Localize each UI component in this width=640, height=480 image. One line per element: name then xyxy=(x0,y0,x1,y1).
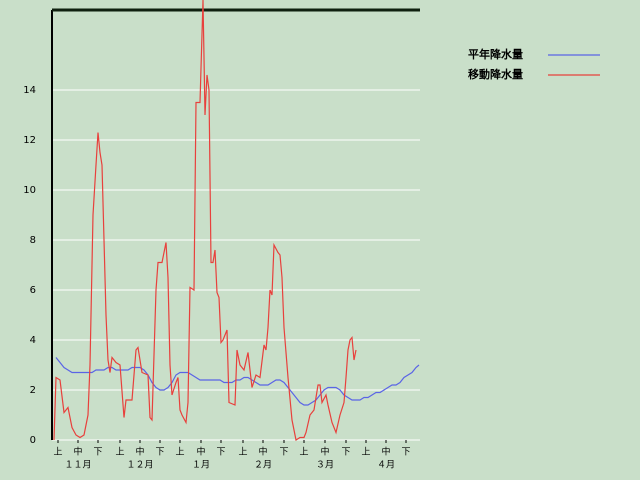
y-tick-label: 14 xyxy=(23,85,36,96)
x-tick-label: 上 xyxy=(238,447,247,458)
x-tick-label: 下 xyxy=(93,448,102,458)
x-tick-label: 上 xyxy=(115,447,124,458)
legend-label: 平年降水量 xyxy=(468,47,523,61)
legend-label: 移動降水量 xyxy=(468,67,523,81)
x-tick-label: 中 xyxy=(73,446,82,458)
month-label: ３月 xyxy=(316,460,334,471)
y-tick-label: 0 xyxy=(30,435,36,446)
x-tick-label: 下 xyxy=(341,448,350,458)
x-tick-label: 下 xyxy=(401,448,410,458)
x-tick-label: 上 xyxy=(361,447,370,458)
y-tick-label: 12 xyxy=(23,135,36,146)
month-label: １月 xyxy=(192,460,210,471)
x-tick-label: 中 xyxy=(258,446,267,458)
y-tick-label: 10 xyxy=(23,185,36,196)
series-line xyxy=(53,0,357,441)
y-tick-label: 6 xyxy=(30,285,36,296)
month-label: １２月 xyxy=(126,460,153,471)
y-tick-label: 8 xyxy=(30,235,36,246)
x-tick-label: 下 xyxy=(279,448,288,458)
x-tick-label: 中 xyxy=(320,446,329,458)
month-label: ２月 xyxy=(254,460,272,471)
month-label: １１月 xyxy=(64,460,91,471)
x-tick-label: 上 xyxy=(53,447,62,458)
x-tick-label: 上 xyxy=(299,447,308,458)
x-tick-label: 下 xyxy=(216,448,225,458)
y-tick-label: 4 xyxy=(30,335,36,346)
x-tick-label: 上 xyxy=(175,447,184,458)
y-tick-label: 2 xyxy=(30,385,36,396)
x-tick-label: 中 xyxy=(196,446,205,458)
month-label: ４月 xyxy=(377,460,395,471)
x-tick-label: 下 xyxy=(155,448,164,458)
x-tick-label: 中 xyxy=(381,446,390,458)
x-tick-label: 中 xyxy=(135,446,144,458)
